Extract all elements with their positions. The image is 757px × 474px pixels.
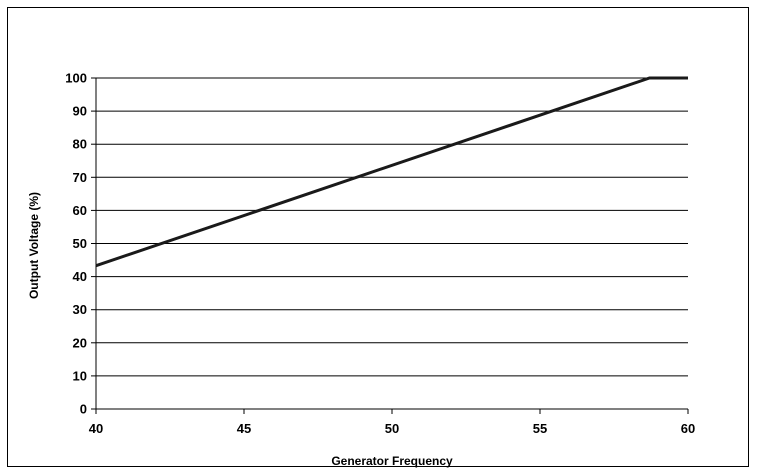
y-tick-label-80: 80: [73, 137, 87, 152]
y-tick-label-40: 40: [73, 269, 87, 284]
series: [95, 76, 688, 268]
y-tick-label-70: 70: [73, 170, 87, 185]
y-tick-label-10: 10: [73, 368, 87, 383]
y-tick-label-100: 100: [65, 71, 87, 86]
series-line-0: [95, 76, 688, 268]
x-tick-label-50: 50: [385, 421, 399, 436]
ticks: 0 10 20 30 40 50 60 70 80 90 100 40 45 50 55 60: [65, 71, 695, 437]
y-tick-label-50: 50: [73, 236, 87, 251]
y-tick-label-0: 0: [80, 402, 87, 417]
x-tick-label-55: 55: [533, 421, 547, 436]
y-tick-label-60: 60: [73, 203, 87, 218]
chart-frame: [7, 7, 749, 467]
y-axis-title: Output Voltage (%): [27, 192, 41, 299]
x-tick-label-40: 40: [89, 421, 103, 436]
y-tick-label-30: 30: [73, 302, 87, 317]
x-axis-title: Generator Frequency: [331, 454, 453, 468]
x-tick-label-45: 45: [237, 421, 251, 436]
y-tick-label-20: 20: [73, 335, 87, 350]
x-tick-label-60: 60: [681, 421, 695, 436]
gridlines: [96, 77, 688, 377]
y-tick-label-90: 90: [73, 104, 87, 119]
